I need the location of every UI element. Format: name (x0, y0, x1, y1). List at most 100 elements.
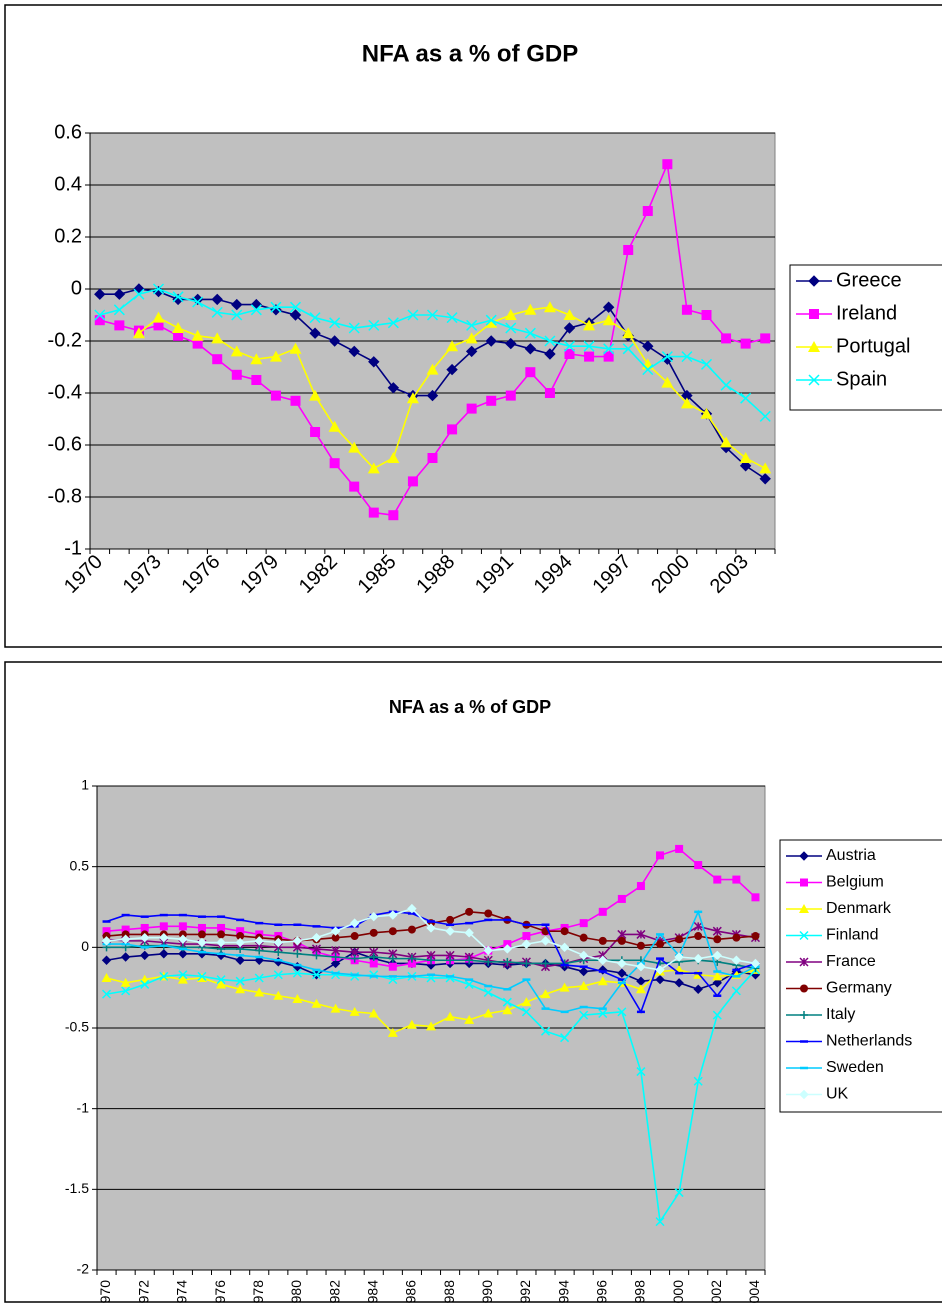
marker (197, 930, 206, 939)
marker (740, 338, 751, 349)
marker (680, 397, 693, 409)
marker (350, 932, 359, 941)
marker (483, 945, 493, 956)
marker (636, 1067, 646, 1077)
marker (120, 952, 131, 962)
legend-label: Spain (836, 368, 887, 390)
marker (681, 304, 692, 315)
legend-label: Denmark (826, 900, 892, 917)
chart-title: NFA as a % of GDP (389, 697, 551, 717)
marker (579, 1010, 589, 1020)
marker (636, 882, 645, 891)
legend-label: Finland (826, 927, 878, 944)
legend-label: Austria (826, 847, 876, 864)
marker (502, 944, 513, 954)
marker (348, 345, 360, 358)
marker (330, 958, 341, 969)
marker (760, 333, 771, 344)
marker (484, 957, 493, 966)
marker (483, 987, 493, 998)
marker (662, 159, 673, 170)
marker (642, 206, 653, 216)
marker (751, 932, 760, 941)
marker (681, 351, 693, 363)
marker (407, 309, 419, 321)
marker (655, 974, 665, 985)
marker (617, 1007, 627, 1017)
marker (309, 327, 321, 339)
marker (759, 473, 771, 485)
marker (800, 1011, 808, 1019)
marker (292, 936, 303, 946)
marker (503, 940, 512, 949)
marker (427, 453, 438, 463)
marker (387, 452, 400, 463)
marker (759, 410, 771, 422)
marker (254, 936, 264, 946)
marker (525, 367, 536, 378)
marker (309, 312, 321, 324)
marker (466, 319, 478, 331)
marker (388, 510, 399, 521)
marker (178, 922, 187, 931)
marker (236, 927, 245, 936)
marker (583, 340, 595, 352)
marker (328, 335, 341, 347)
marker (521, 997, 532, 1007)
marker (465, 956, 474, 965)
marker (426, 309, 439, 321)
marker (211, 332, 224, 344)
marker (94, 288, 106, 300)
marker (212, 354, 223, 365)
marker (720, 436, 733, 448)
marker (559, 982, 570, 992)
y-tick-label: 0.4 (54, 173, 82, 195)
marker (330, 1003, 341, 1013)
marker (759, 462, 772, 474)
marker (617, 958, 627, 969)
marker (328, 420, 341, 432)
marker (231, 309, 243, 321)
marker (713, 875, 722, 884)
y-tick-label: -2 (77, 1261, 90, 1277)
marker (464, 979, 474, 989)
marker (120, 934, 131, 944)
x-tick-label: 1988 (441, 1280, 457, 1304)
marker (270, 390, 281, 401)
marker (713, 935, 722, 944)
marker (603, 343, 615, 355)
marker (172, 322, 185, 333)
marker (464, 928, 474, 938)
marker (270, 301, 282, 313)
marker (466, 403, 477, 414)
marker (505, 390, 516, 401)
marker (197, 923, 206, 932)
marker (427, 956, 435, 965)
marker (368, 1008, 379, 1018)
marker (311, 998, 322, 1008)
marker (329, 458, 340, 469)
legend-label: UK (826, 1086, 849, 1103)
x-tick-label: 1978 (250, 1280, 266, 1304)
marker (140, 923, 149, 932)
marker (331, 953, 340, 962)
legend-label: Greece (836, 269, 902, 291)
marker (230, 345, 243, 357)
marker (388, 927, 397, 936)
marker (693, 953, 703, 964)
marker (102, 932, 111, 941)
marker (522, 932, 531, 941)
x-tick-label: 1984 (364, 1280, 380, 1304)
marker (159, 971, 169, 981)
marker (292, 968, 302, 978)
x-tick-label: 1986 (403, 1280, 419, 1304)
marker (235, 976, 245, 986)
marker (407, 903, 417, 914)
marker (655, 1217, 665, 1227)
marker (465, 345, 478, 358)
marker (178, 934, 188, 944)
marker (387, 1027, 398, 1037)
marker (543, 301, 556, 313)
marker (368, 319, 380, 331)
marker (540, 936, 551, 946)
